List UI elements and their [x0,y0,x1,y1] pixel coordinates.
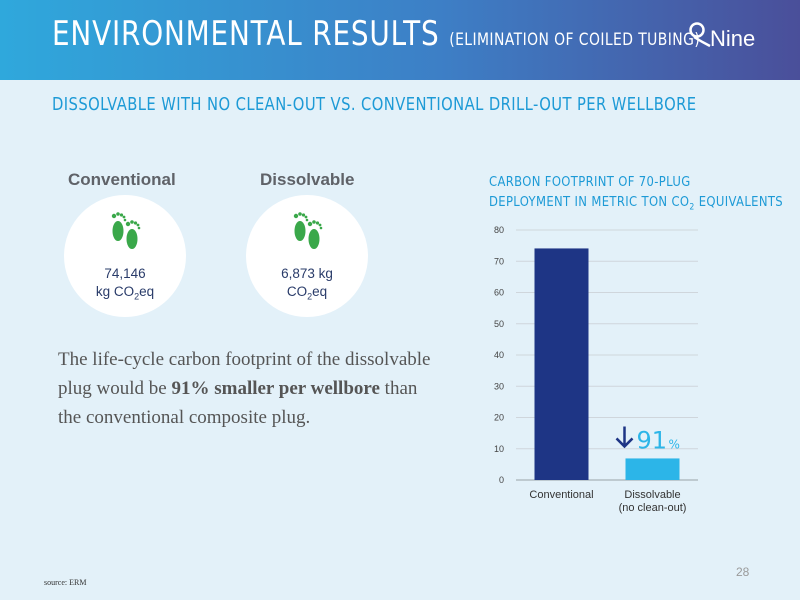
y-tick-label: 30 [494,381,504,391]
header-banner: ENVIRONMENTAL RESULTS (ELIMINATION OF CO… [0,0,800,80]
footprint-icon [111,212,141,249]
y-tick-label: 20 [494,413,504,423]
chart-title: CARBON FOOTPRINT OF 70-PLUG DEPLOYMENT I… [489,174,784,213]
dissolvable-circle: 6,873 kg CO2eq [246,195,368,317]
page-title-sub: (ELIMINATION OF COILED TUBING) [449,30,701,50]
page-number: 28 [736,565,750,579]
y-tick-label: 0 [499,475,504,485]
source-note: source: ERM [44,578,87,587]
y-tick-label: 80 [494,225,504,235]
y-tick-label: 50 [494,319,504,329]
conventional-label: Conventional [68,170,176,189]
page-title-main: ENVIRONMENTAL RESULTS [52,14,440,54]
bar [625,458,680,480]
section-subtitle: DISSOLVABLE WITH NO CLEAN-OUT VS. CONVEN… [52,94,697,115]
conventional-value: 74,146 kg CO2eq [95,266,155,302]
reduction-value: 91 [637,426,668,454]
y-tick-label: 60 [494,288,504,298]
logo-icon [689,22,711,48]
x-tick-label: Conventional [529,489,593,501]
dissolvable-value: 6,873 kg CO2eq [281,266,333,302]
y-tick-label: 70 [494,256,504,266]
bar-chart: 0 10 20 30 40 50 60 70 80 Conventional Dissolvable… [494,225,698,514]
footprint-icon [293,212,323,249]
y-tick-label: 10 [494,444,504,454]
conventional-circle: 74,146 kg CO2eq [64,195,186,317]
x-tick-label: Dissolvable [624,489,680,501]
reduction-unit: % [669,437,680,451]
page-title: ENVIRONMENTAL RESULTS (ELIMINATION OF CO… [52,14,700,54]
logo-text: Nine [710,26,756,51]
bar [534,248,589,480]
dissolvable-label: Dissolvable [260,170,355,189]
summary-paragraph: The life-cycle carbon footprint of the d… [58,349,431,428]
down-arrow-icon [615,426,634,449]
x-tick-label: (no clean-out) [619,502,687,514]
y-tick-label: 40 [494,350,504,360]
